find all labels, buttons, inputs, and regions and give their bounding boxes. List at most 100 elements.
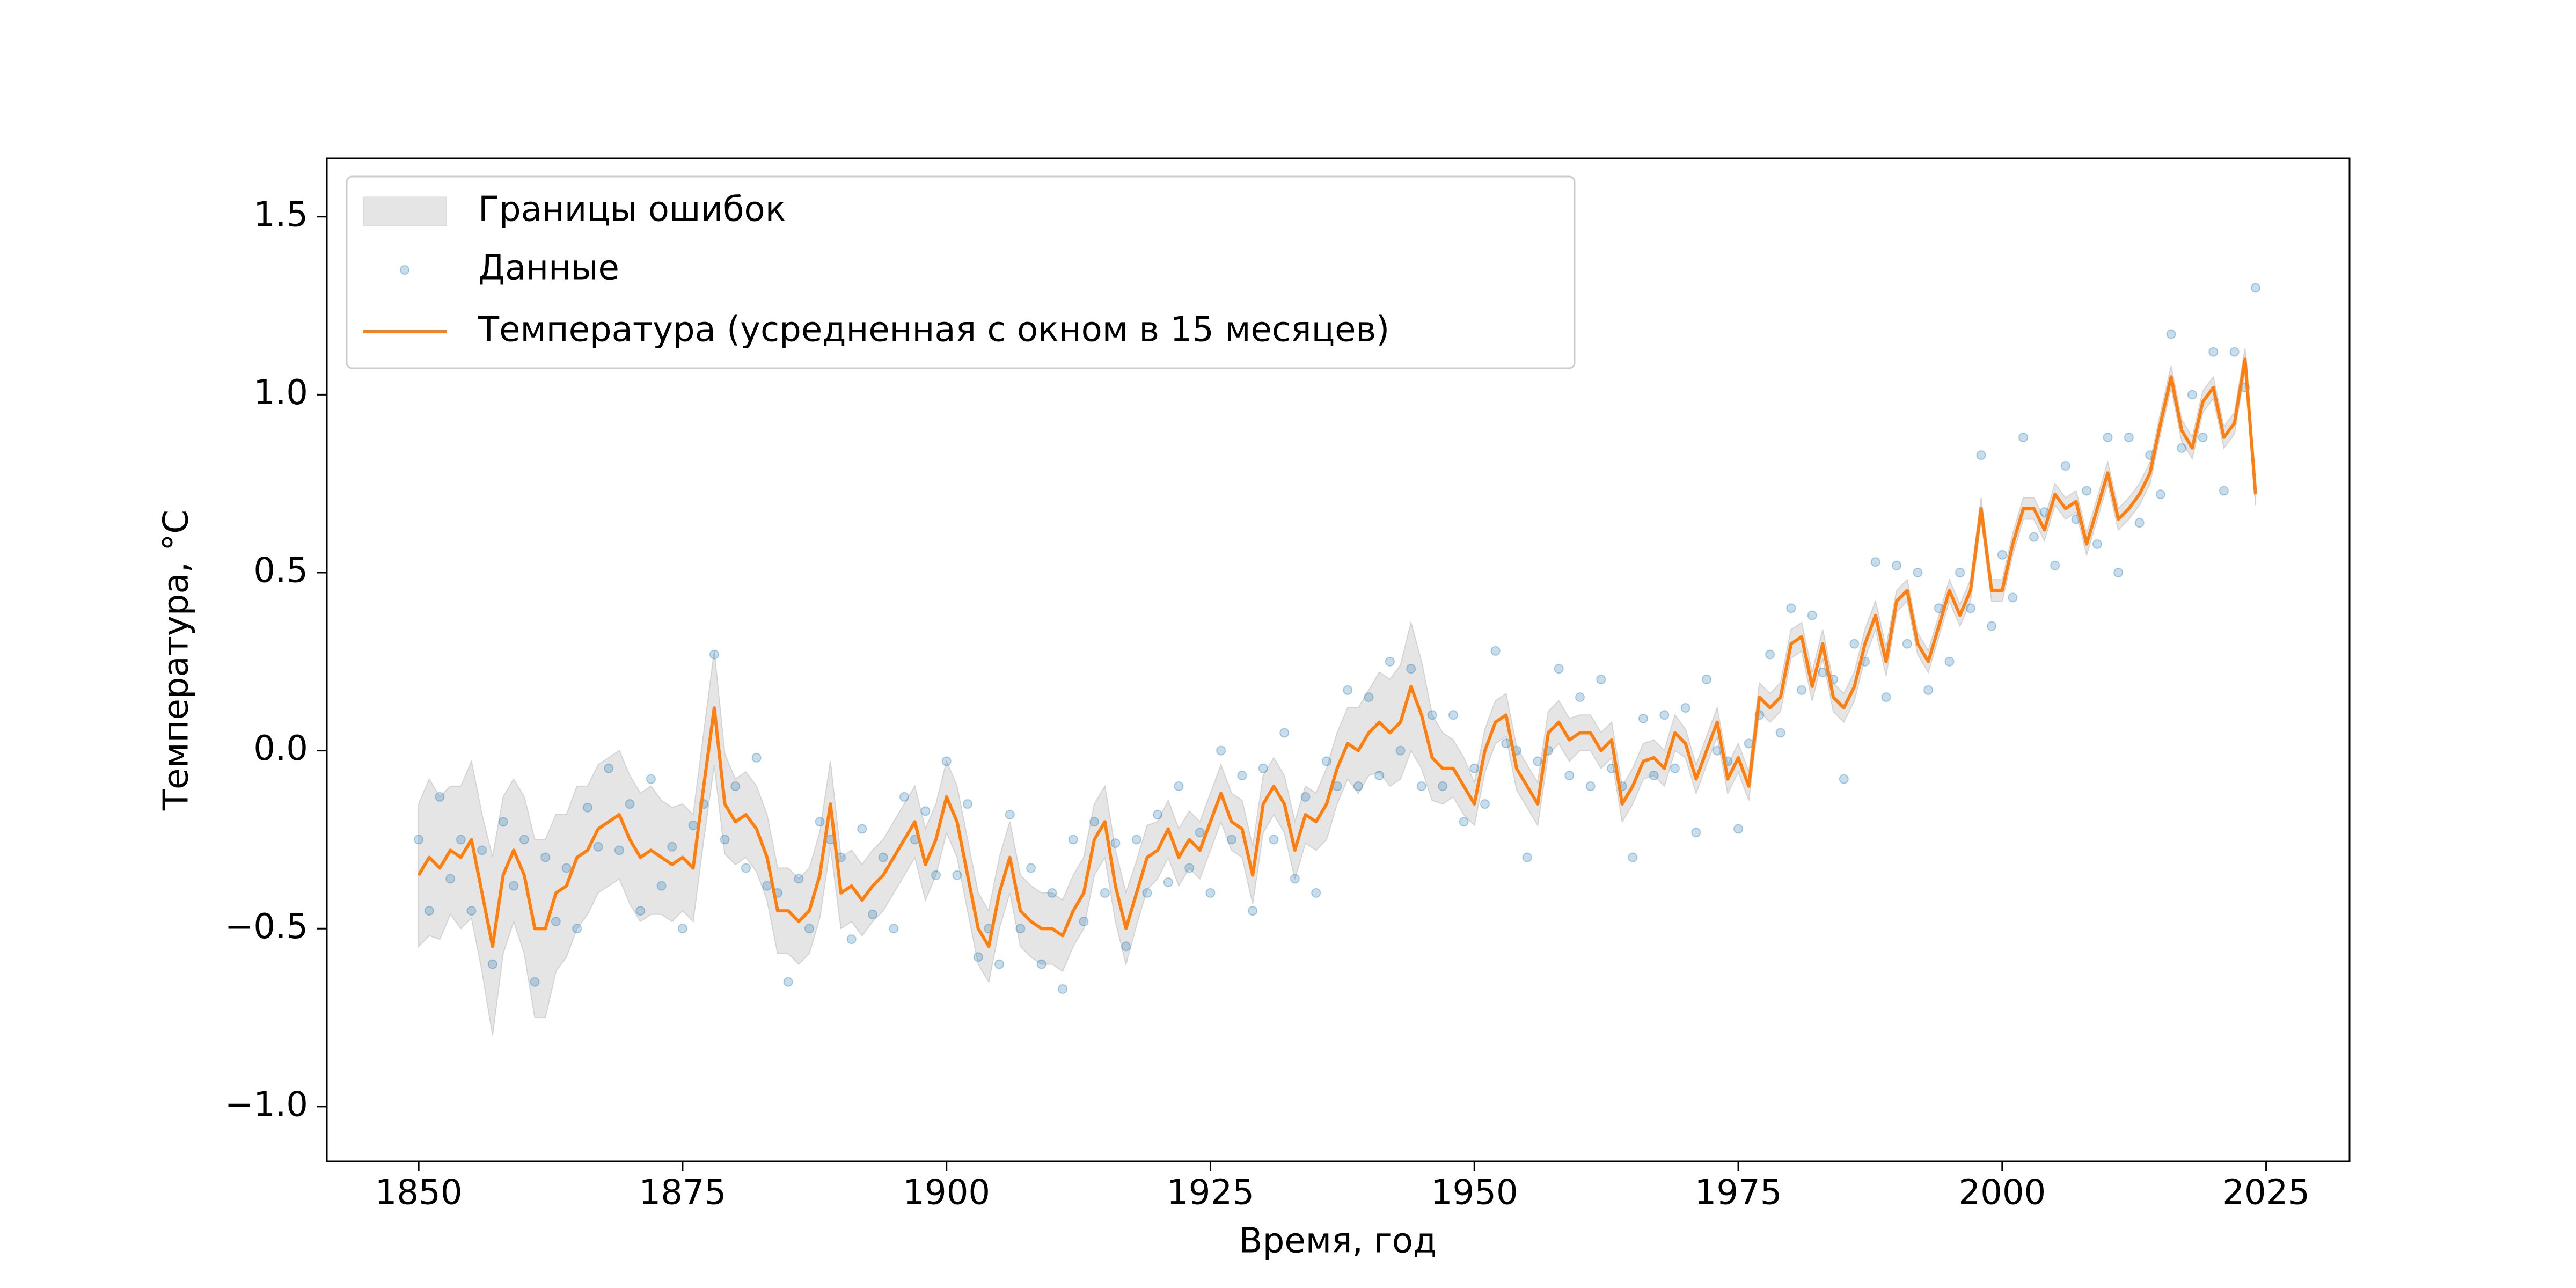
data-point bbox=[1438, 781, 1448, 791]
data-point bbox=[709, 649, 719, 660]
data-point bbox=[783, 977, 793, 987]
data-point bbox=[1395, 745, 1406, 756]
data-point bbox=[456, 835, 466, 845]
data-point bbox=[1089, 817, 1100, 827]
data-point bbox=[1797, 685, 1807, 695]
data-point bbox=[1649, 771, 1659, 781]
data-point bbox=[414, 835, 424, 845]
data-point bbox=[1374, 771, 1385, 781]
data-point bbox=[1100, 888, 1110, 898]
data-point bbox=[1110, 838, 1121, 848]
data-point bbox=[540, 852, 551, 862]
y-tick-label: 1.0 bbox=[253, 373, 308, 413]
data-point bbox=[1026, 863, 1036, 873]
data-point bbox=[2219, 486, 2229, 496]
data-point bbox=[1533, 756, 1543, 766]
data-point bbox=[994, 959, 1005, 969]
data-point bbox=[656, 881, 667, 891]
data-point bbox=[1205, 888, 1216, 898]
data-point bbox=[1955, 568, 1965, 578]
data-point bbox=[1564, 771, 1575, 781]
data-point bbox=[846, 934, 857, 945]
data-point bbox=[2008, 592, 2018, 603]
data-point bbox=[2103, 432, 2113, 442]
data-point bbox=[593, 841, 603, 852]
data-point bbox=[466, 906, 477, 916]
data-point bbox=[1691, 828, 1701, 838]
data-point bbox=[1733, 824, 1744, 834]
data-point bbox=[2177, 443, 2187, 453]
x-tick-label: 1875 bbox=[639, 1173, 726, 1213]
data-point bbox=[498, 817, 508, 827]
data-point bbox=[1131, 835, 1141, 845]
data-point bbox=[1987, 621, 1997, 631]
data-point bbox=[1279, 728, 1290, 738]
data-point bbox=[561, 863, 572, 873]
data-point bbox=[1659, 710, 1670, 720]
data-point bbox=[1015, 924, 1026, 934]
data-point bbox=[677, 924, 687, 934]
data-point bbox=[1575, 692, 1585, 702]
data-point bbox=[1195, 828, 1205, 838]
data-point bbox=[2229, 347, 2240, 357]
data-point bbox=[973, 952, 983, 962]
data-point bbox=[1480, 799, 1490, 809]
data-point bbox=[2092, 539, 2102, 549]
data-point bbox=[1226, 835, 1236, 845]
data-point bbox=[1775, 728, 1785, 738]
y-axis-label: Температура, °C bbox=[157, 510, 196, 811]
y-tick-label: 0.0 bbox=[253, 729, 308, 769]
data-point bbox=[2250, 283, 2260, 293]
legend: Границы ошибок Данные Температура (усредне… bbox=[346, 175, 1576, 369]
data-point bbox=[1670, 763, 1680, 773]
data-point bbox=[1585, 781, 1596, 791]
data-point bbox=[2018, 432, 2029, 442]
x-tick-label: 2000 bbox=[1958, 1173, 2046, 1213]
data-point bbox=[1121, 941, 1131, 952]
data-point bbox=[1976, 450, 1986, 460]
data-point bbox=[1163, 877, 1173, 888]
data-point bbox=[1005, 810, 1015, 820]
x-tick-label: 1975 bbox=[1695, 1173, 1782, 1213]
data-point bbox=[2198, 432, 2208, 442]
error-band bbox=[418, 348, 2256, 1036]
data-point bbox=[1786, 603, 1796, 613]
legend-label: Границы ошибок bbox=[478, 190, 786, 230]
data-point bbox=[1079, 916, 1089, 926]
data-point bbox=[1501, 738, 1511, 749]
data-point bbox=[931, 870, 941, 880]
data-point bbox=[1923, 685, 1934, 695]
data-point bbox=[1849, 639, 1860, 649]
data-point bbox=[1385, 656, 1395, 667]
data-point bbox=[1237, 771, 1247, 781]
data-point bbox=[1364, 692, 1374, 702]
y-tick-label: −0.5 bbox=[225, 907, 308, 947]
y-tick-label: 0.5 bbox=[253, 551, 308, 591]
data-point bbox=[509, 881, 519, 891]
data-point bbox=[1248, 906, 1258, 916]
data-point bbox=[1997, 550, 2007, 560]
x-tick-label: 1950 bbox=[1431, 1173, 1518, 1213]
data-point bbox=[2134, 518, 2145, 528]
data-point bbox=[445, 874, 456, 884]
x-tick-label: 1925 bbox=[1167, 1173, 1254, 1213]
data-point bbox=[941, 756, 952, 766]
data-point bbox=[1913, 568, 1923, 578]
data-point bbox=[424, 906, 434, 916]
data-point bbox=[1744, 738, 1754, 749]
data-point bbox=[878, 852, 888, 862]
data-point bbox=[1427, 710, 1437, 720]
data-point bbox=[1680, 703, 1690, 713]
data-point bbox=[1269, 835, 1279, 845]
data-point bbox=[2029, 532, 2039, 542]
data-point bbox=[794, 874, 804, 884]
data-point bbox=[2187, 390, 2197, 400]
data-point bbox=[804, 924, 814, 934]
data-point bbox=[477, 845, 487, 855]
data-point bbox=[1807, 610, 1817, 620]
legend-swatch bbox=[363, 196, 447, 226]
data-point bbox=[1448, 710, 1458, 720]
data-point bbox=[868, 909, 878, 919]
data-point bbox=[614, 845, 624, 855]
